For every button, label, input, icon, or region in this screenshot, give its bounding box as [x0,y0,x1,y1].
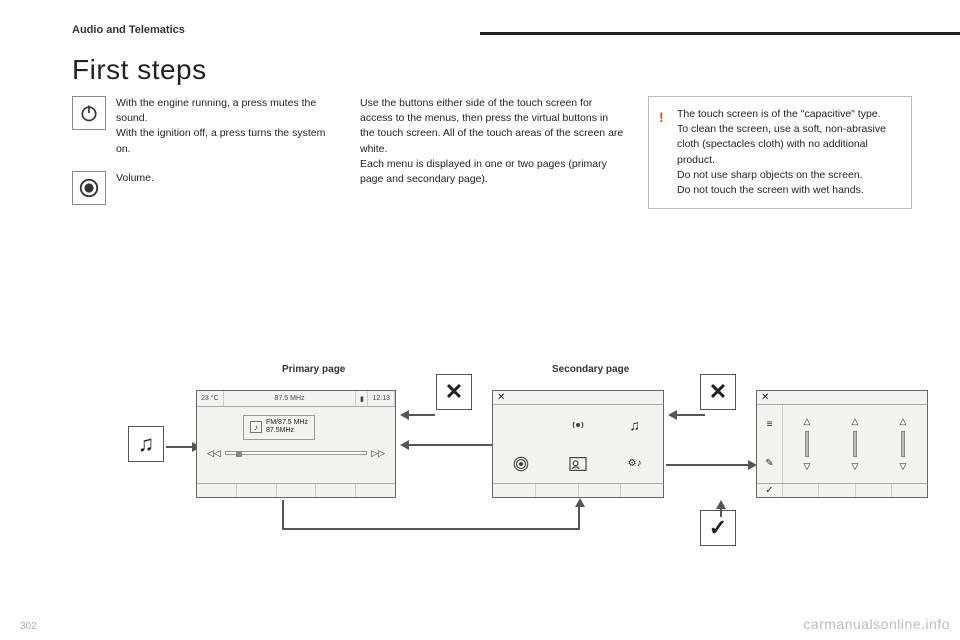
tab-slot[interactable] [892,484,927,497]
column-middle: Use the buttons either side of the touch… [360,96,624,209]
instructions-text: Use the buttons either side of the touch… [360,96,624,187]
settings-body: ≡ ✎ △▽ △▽ △▽ [757,405,927,483]
settings-top-bar: ✕ [757,391,927,405]
fm-line2: 87.5MHz [266,427,308,435]
tab-slot[interactable] [316,484,356,497]
tab-slot[interactable] [197,484,237,497]
eq-slider[interactable] [853,431,857,457]
primary-body: ♪ FM/87.5 MHz 87.5MHz ◁◁ ▷▷ [197,407,395,473]
arrow-secondary-to-primary [400,440,497,450]
page-title: First steps [72,54,912,86]
status-temp: 23 °C [197,391,224,406]
tab-slot[interactable] [783,484,819,497]
status-battery-icon: ▮ [356,391,368,406]
arrow-confirm-to-settings [716,500,726,517]
confirm-small-icon[interactable]: ✓ [757,484,783,497]
tab-slot[interactable] [356,484,395,497]
edit-icon[interactable]: ✎ [765,458,773,469]
menu-item-radio[interactable] [509,453,533,475]
content-columns: With the engine running, a press mutes t… [72,96,912,209]
tab-slot[interactable] [237,484,277,497]
tab-slot[interactable] [621,484,663,497]
volume-text: Volume. [116,171,154,186]
volume-row: Volume. [72,171,336,205]
status-freq: 87.5 MHz [224,391,357,406]
tab-slot[interactable] [579,484,622,497]
settings-screen[interactable]: ✕ ≡ ✎ △▽ △▽ △▽ ✓ [756,390,928,498]
down-icon[interactable]: ▽ [900,461,907,472]
info-text: The touch screen is of the "capacitive" … [677,107,899,198]
page-number: 302 [20,621,37,632]
tab-slot[interactable] [277,484,317,497]
tab-slot[interactable] [819,484,855,497]
music-button[interactable]: ♫ [128,426,164,462]
seek-track[interactable] [225,451,367,455]
power-text: With the engine running, a press mutes t… [116,96,336,157]
arrow-return-loop [282,500,582,536]
secondary-top-bar: ✕ [493,391,663,405]
close-icon: ✕ [709,379,727,405]
menu-item-contact[interactable] [566,453,590,475]
column-right: ! The touch screen is of the "capacitive… [648,96,912,209]
down-icon[interactable]: ▽ [852,461,859,472]
eq-col[interactable]: △▽ [900,416,907,472]
warning-icon: ! [659,107,664,127]
volume-icon [72,171,106,205]
music-icon: ♫ [138,431,155,457]
arrow-secondary-to-settings [666,460,757,470]
close-button-1[interactable]: ✕ [436,374,472,410]
primary-bottom-tabs[interactable] [197,483,395,497]
seek-prev-icon[interactable]: ◁◁ [207,448,221,459]
tab-slot[interactable] [493,484,536,497]
equalizer: △▽ △▽ △▽ [783,405,927,483]
power-icon [72,96,106,130]
seek-bar[interactable]: ◁◁ ▷▷ [207,447,385,459]
eq-col[interactable]: △▽ [804,416,811,472]
check-icon: ✓ [709,515,727,541]
secondary-menu-grid: ♫ ⚙♪ [493,405,663,483]
up-icon[interactable]: △ [852,416,859,427]
fm-display[interactable]: ♪ FM/87.5 MHz 87.5MHz [243,415,315,440]
navigation-diagram: Primary page Secondary page ♫ ✕ ✕ ✓ [72,360,902,600]
status-bar: 23 °C 87.5 MHz ▮ 12:13 [197,391,395,407]
column-left: With the engine running, a press mutes t… [72,96,336,209]
menu-item-broadcast[interactable] [566,414,590,436]
info-box: ! The touch screen is of the "capacitive… [648,96,912,209]
tab-slot[interactable] [536,484,579,497]
menu-item-audio-settings[interactable]: ⚙♪ [623,453,647,475]
eq-col[interactable]: △▽ [852,416,859,472]
eq-slider[interactable] [901,431,905,457]
fm-line1: FM/87.5 MHz [266,419,308,427]
menu-item[interactable] [509,414,533,436]
settings-side: ≡ ✎ [757,405,783,483]
label-primary-page: Primary page [282,364,345,375]
secondary-page-screen[interactable]: ✕ ♫ ⚙♪ [492,390,664,498]
header-rule [480,32,960,35]
close-icon[interactable]: ✕ [761,392,769,403]
label-secondary-page: Secondary page [552,364,629,375]
menu-item-music[interactable]: ♫ [623,414,647,436]
seek-next-icon[interactable]: ▷▷ [371,448,385,459]
power-row: With the engine running, a press mutes t… [72,96,336,157]
up-icon[interactable]: △ [804,416,811,427]
arrow-close2-to-secondary [668,410,705,420]
close-button-2[interactable]: ✕ [700,374,736,410]
secondary-bottom-tabs[interactable] [493,483,663,497]
list-icon[interactable]: ≡ [767,419,773,430]
close-icon[interactable]: ✕ [497,392,505,403]
fm-text: FM/87.5 MHz 87.5MHz [266,419,308,436]
manual-page: Audio and Telematics First steps With th… [0,0,960,640]
up-icon[interactable]: △ [900,416,907,427]
status-clock: 12:13 [368,391,395,406]
tab-slot[interactable] [856,484,892,497]
watermark: carmanualsonline.info [803,616,950,632]
arrow-close1-to-primary [400,410,435,420]
radio-icon: ♪ [250,421,262,433]
settings-bottom-bar[interactable]: ✓ [757,483,927,497]
down-icon[interactable]: ▽ [804,461,811,472]
primary-page-screen[interactable]: 23 °C 87.5 MHz ▮ 12:13 ♪ FM/87.5 MHz 87.… [196,390,396,498]
eq-slider[interactable] [805,431,809,457]
close-icon: ✕ [445,379,463,405]
